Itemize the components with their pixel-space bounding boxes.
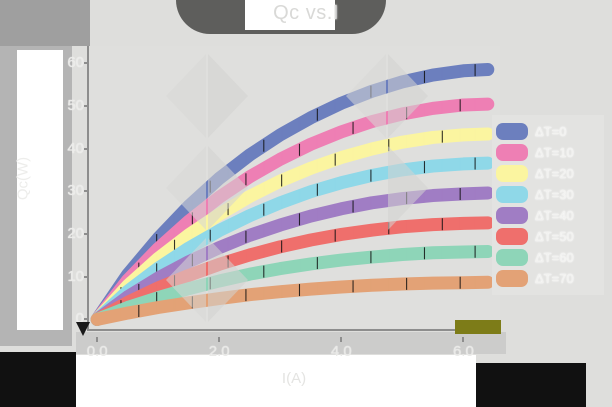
x-tick-label: 6.0 [452,343,474,360]
series-canvas [90,63,495,326]
legend-item[interactable]: ΔT=30 [496,184,602,204]
legend-label: ΔT=10 [535,144,574,160]
y-tick-label: 10 [67,267,84,285]
y-axis-line [87,46,89,330]
series-line [90,127,495,326]
legend-swatch [496,269,528,287]
y-tick-label: 20 [67,225,84,242]
y-tick-mark [84,233,89,235]
legend-swatch [496,248,528,266]
chart-title: Qc vs.I [273,2,339,24]
y-axis-label: Qc(W) [14,156,32,201]
x-tick-mark [462,337,465,342]
y-tick-label: 0 [75,310,84,328]
legend-swatch [496,143,528,161]
legend-item[interactable]: ΔT=70 [496,268,602,288]
x-tick-label: 2.0 [208,343,230,360]
y-tick-mark [84,318,89,321]
y-tick-label: 40 [67,139,84,157]
x-tick-label: 4.0 [330,343,352,360]
series-line [90,245,495,326]
x-axis-label: I(A) [281,370,307,387]
x-axis-ticks: 0.0 2.0 4.0 6.0 [87,337,500,365]
legend-item[interactable]: ΔT=60 [496,247,602,267]
legend-item[interactable]: ΔT=0 [496,121,602,141]
y-tick-mark [84,275,89,278]
legend-swatch [496,185,528,203]
legend-label: ΔT=50 [535,228,574,244]
legend-swatch [496,227,528,245]
legend-item[interactable]: ΔT=10 [496,142,602,162]
y-tick-mark [84,62,89,65]
legend[interactable]: ΔT=0 ΔT=10 ΔT=20 ΔT=30 ΔT=40 ΔT=50 ΔT=60 ΔT=70 [492,115,604,295]
plot-area [88,46,500,328]
legend-label: ΔT=40 [535,207,574,223]
series-line [90,186,495,326]
series-line [90,63,495,326]
legend-label: ΔT=20 [535,165,574,181]
legend-item[interactable]: ΔT=20 [496,163,602,183]
series-line [90,97,495,326]
y-tick-label: 50 [67,96,84,114]
legend-label: ΔT=30 [535,186,574,202]
legend-swatch [496,122,528,140]
series-line [90,216,495,326]
legend-item[interactable]: ΔT=50 [496,226,602,246]
legend-label: ΔT=0 [535,123,567,139]
legend-label: ΔT=60 [535,249,574,265]
x-tick-mark [96,337,99,342]
series-texture [120,157,476,304]
y-axis-ticks: 0 10 20 30 40 50 60 [40,46,89,328]
legend-swatch [496,206,528,224]
legend-item[interactable]: ΔT=40 [496,205,602,225]
series-line [90,156,495,326]
legend-swatch [496,164,528,182]
x-axis-line [87,329,501,331]
legend-label: ΔT=70 [535,270,574,286]
series-line [90,275,495,326]
x-tick-mark [340,337,343,342]
y-tick-mark [84,147,89,150]
background-watermark [166,54,428,322]
y-tick-label: 60 [67,54,84,72]
y-tick-mark [84,190,89,193]
x-tick-label: 0.0 [86,343,108,360]
x-tick-mark [218,337,221,342]
y-tick-mark [84,104,89,107]
y-tick-label: 30 [67,182,84,200]
